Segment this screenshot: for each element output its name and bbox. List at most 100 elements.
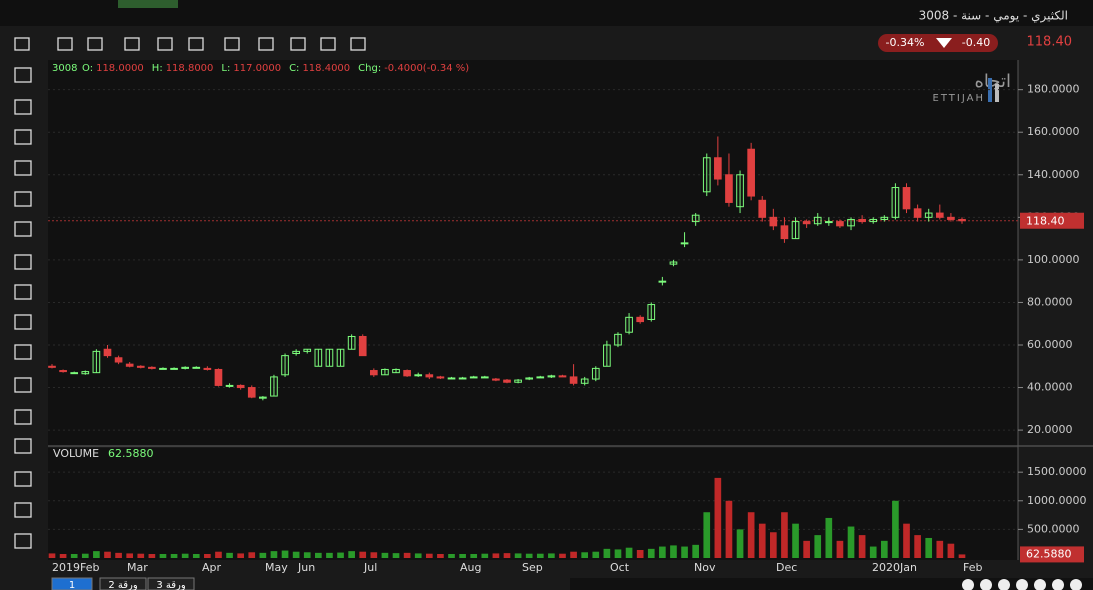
candle-body [259,396,267,399]
drawing-tool [14,284,32,300]
volume-bar [858,535,866,558]
candle-body [536,376,545,379]
price-pane [48,60,1018,446]
volume-bar [614,549,622,558]
candle-body [958,218,966,222]
volume-bar [503,553,511,558]
volume-bar [248,552,256,558]
x-tick-label: Mar [127,561,148,574]
candle-body [81,371,90,375]
volume-bar [326,552,333,558]
volume-bar [448,553,455,558]
volume-bar [570,551,577,558]
candle-body [247,387,256,398]
candle-body [203,367,212,370]
volume-bar [692,544,699,558]
volume-bar [481,553,489,558]
volume-bar [803,540,810,558]
volume-bar [581,552,589,558]
volume-bar [525,553,533,558]
candle-body [414,374,423,377]
candle-body [558,375,567,378]
candle-body [492,378,500,381]
watermark-arabic: اتجاه [974,71,1011,92]
x-tick-label: Dec [776,561,797,574]
volume-bar [370,552,378,558]
change: -0.40 [962,36,990,49]
quote-value: 118.0000 [96,63,144,74]
last-price-label: 118.40 [1026,215,1065,228]
drawing-tool [14,160,32,176]
x-tick-label: Oct [610,561,630,574]
volume-bar [880,540,888,558]
volume-bar [315,552,322,558]
change-pill [878,34,998,52]
volume-bar [892,500,899,558]
candle-body [92,350,101,374]
volume-bar [48,553,56,558]
sheet-tab[interactable] [147,577,195,590]
volume-bar [559,553,566,558]
sheet-tab[interactable] [51,577,93,590]
quote-value: 117.0000 [233,63,281,74]
drawing-tool [14,344,32,360]
candle-body [403,370,411,377]
title-bar [0,0,1093,26]
tool-icon [87,37,103,51]
candle-body [625,316,633,333]
change-pct: -0.34% [886,36,925,49]
candle-body [935,212,944,218]
volume-bar [270,551,278,558]
quote-symbol: 3008 [52,63,77,74]
y-tick-label: 140.0000 [1027,168,1080,181]
nav-button [1070,579,1082,590]
volume-bar [492,553,500,558]
tool-icon [188,37,204,51]
volume-bar [170,553,178,558]
candle-body [370,370,378,376]
candle-body [192,366,201,369]
volume-bar [703,512,711,558]
candle-body [159,367,167,370]
candle-body [603,344,611,367]
volume-bar [226,552,233,558]
y-tick-label: 180.0000 [1027,83,1080,96]
volume-bar [459,553,466,558]
candle-body [59,370,67,373]
volume-bar [736,529,744,558]
candle-body [458,377,467,380]
volume-bar [903,523,910,558]
volume-pane [48,448,1018,560]
volume-bar [292,551,300,558]
quote-label: L: [221,63,230,74]
sheet-tab-label: 1 [69,580,75,590]
candle-body [802,221,811,225]
volume-bar [514,553,522,558]
candle-body [847,218,855,227]
candle-body [747,148,755,197]
candle-body [303,348,312,352]
last-price-box [1020,212,1084,229]
volume-bar [781,512,788,558]
candle-body [880,216,889,220]
candle-body [358,335,367,357]
volume-bar [137,553,145,558]
candle-body [170,367,178,370]
tool-icon [157,37,173,51]
drawing-tool [14,533,32,549]
volume-bar [636,549,644,558]
candle-body [103,348,112,357]
volume-bar [792,523,799,558]
x-tick-label: May [265,561,288,574]
nav-button [1052,579,1064,590]
tool-icon [320,37,336,51]
volume-value: 62.5880 [108,447,154,460]
x-tick-label: Jul [363,561,377,574]
candle-body [225,384,234,387]
sheet-tab[interactable] [99,577,147,590]
volume-bar [758,523,766,558]
candle-body [791,221,800,240]
y-tick-label: 60.0000 [1027,338,1073,351]
volume-bar [914,535,921,558]
